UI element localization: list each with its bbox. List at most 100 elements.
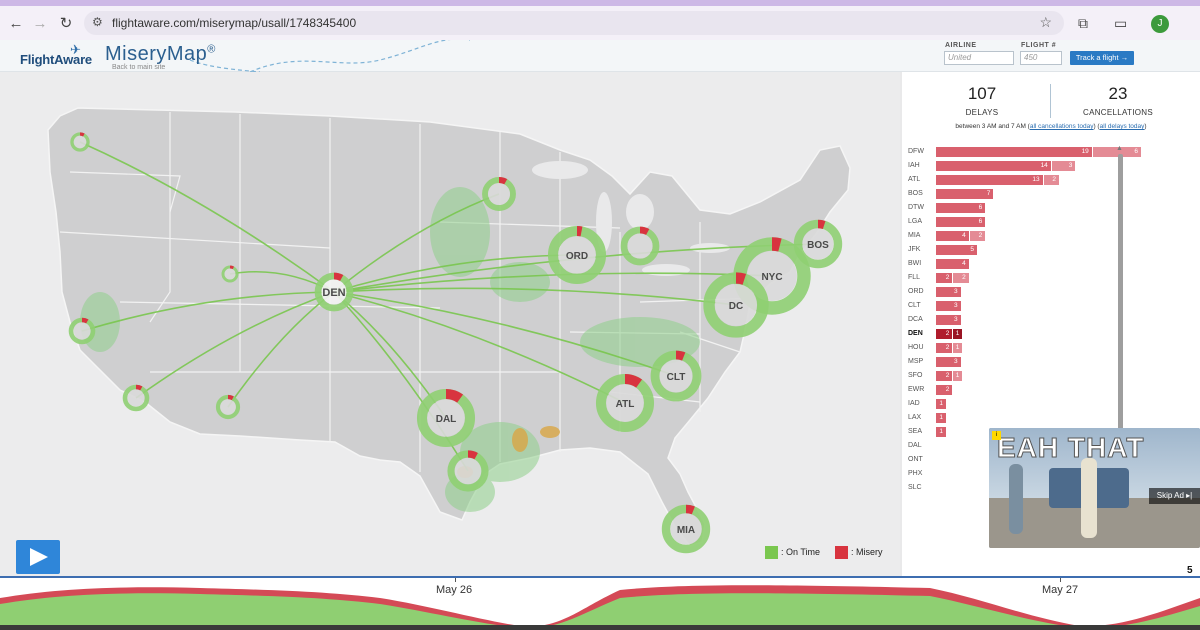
extensions-icon[interactable]: ⧉	[1078, 15, 1088, 31]
airport-bar-row[interactable]: ONT	[902, 454, 1112, 465]
cancel-bar[interactable]: 2	[1042, 175, 1059, 185]
airport-bar-row[interactable]: IAD 1	[902, 398, 1112, 409]
delay-bar[interactable]: 1	[936, 413, 946, 423]
airport-bar-row[interactable]: ORD 3	[902, 286, 1112, 297]
hub-donut[interactable]: DAL	[416, 388, 476, 448]
cancel-bar[interactable]: 1	[952, 343, 963, 353]
airport-bar-row[interactable]: DCA 3	[902, 314, 1112, 325]
delay-bar[interactable]: 3	[936, 315, 961, 325]
airport-bar-row[interactable]: JFK 5	[902, 244, 1112, 255]
hub-donut[interactable]	[122, 384, 150, 412]
delay-bar[interactable]: 2	[936, 385, 953, 395]
hub-donut[interactable]	[68, 317, 96, 345]
hub-donut[interactable]	[482, 177, 516, 211]
play-button[interactable]	[16, 540, 60, 574]
address-bar[interactable]: ⚙ flightaware.com/miserymap/usall/174834…	[84, 11, 1064, 35]
cancel-bar[interactable]: 6	[1091, 147, 1141, 157]
misery-arc	[685, 504, 695, 515]
hub-donut[interactable]: DEN	[314, 272, 354, 312]
airport-bar-row[interactable]: DFW 19 6	[902, 146, 1141, 157]
flight-number-input[interactable]: 450	[1020, 51, 1062, 65]
hub-donut[interactable]	[620, 226, 660, 266]
delay-bar[interactable]: 1	[936, 399, 946, 409]
cast-icon[interactable]: ▭	[1114, 15, 1128, 31]
hub-donut[interactable]	[221, 265, 239, 283]
flightaware-logo[interactable]: FlightAware	[20, 52, 92, 67]
hub-donut[interactable]: MIA	[661, 504, 711, 554]
delay-bar[interactable]: 14	[936, 161, 1051, 171]
all-delays-link[interactable]: all delays today	[1099, 123, 1145, 130]
cancel-bar[interactable]: 2	[952, 273, 969, 283]
airport-bar-row[interactable]: SFO 2 1	[902, 370, 1112, 381]
bookmark-star-icon[interactable]: ☆	[1039, 14, 1052, 30]
video-ad[interactable]: EAH THAT i Skip Ad ▸|	[989, 428, 1200, 548]
bar-list-scrollbar[interactable]	[1118, 154, 1123, 434]
airport-bar-row[interactable]: FLL 2 2	[902, 272, 1112, 283]
site-info-icon[interactable]: ⚙	[92, 15, 103, 29]
hub-code-label: DAL	[436, 414, 457, 425]
airport-bar-row[interactable]: EWR 2	[902, 384, 1112, 395]
misery-map[interactable]: DEN ORD NYC BOS DC CLT ATL DAL MIA	[0, 72, 900, 576]
forward-arrow-icon[interactable]: →	[32, 15, 48, 32]
url-text[interactable]: flightaware.com/miserymap/usall/17483454…	[112, 16, 357, 30]
airport-bar-row[interactable]: CLT 3	[902, 300, 1112, 311]
airport-bar-row[interactable]: LAX 1	[902, 412, 1112, 423]
cancel-bar[interactable]: 1	[952, 329, 963, 339]
hub-center	[714, 283, 758, 327]
airport-bar-row[interactable]: IAH 14 3	[902, 160, 1112, 171]
timeline[interactable]: May 26 May 27	[0, 576, 1200, 630]
delay-bar[interactable]: 5	[936, 245, 977, 255]
cancel-bar[interactable]: 3	[1050, 161, 1076, 171]
airport-bar-row[interactable]: SLC	[902, 482, 1112, 493]
delay-bar[interactable]: 2	[936, 343, 953, 353]
delay-bar[interactable]: 19	[936, 147, 1092, 157]
hub-donut[interactable]	[447, 450, 489, 492]
delay-bar[interactable]: 13	[936, 175, 1043, 185]
ad-info-icon[interactable]: i	[992, 431, 1001, 440]
skip-ad-button[interactable]: Skip Ad ▸|	[1149, 488, 1200, 504]
airport-bar-row[interactable]: MIA 4 2	[902, 230, 1112, 241]
delay-bar[interactable]: 3	[936, 301, 961, 311]
delay-bar[interactable]: 4	[936, 259, 969, 269]
delay-bar[interactable]: 2	[936, 371, 953, 381]
hub-donut[interactable]: BOS	[793, 219, 843, 269]
airport-bar-row[interactable]: BWI 4	[902, 258, 1112, 269]
delay-bar[interactable]: 6	[936, 217, 986, 227]
airport-bar-row[interactable]: BOS 7	[902, 188, 1112, 199]
back-arrow-icon[interactable]: ←	[8, 15, 24, 32]
delay-bar[interactable]: 6	[936, 203, 986, 213]
back-to-main-link[interactable]: Back to main site	[112, 64, 166, 71]
hub-donut[interactable]: DC	[703, 272, 769, 338]
hub-donut[interactable]: CLT	[650, 350, 702, 402]
delay-bar[interactable]: 2	[936, 329, 953, 339]
reload-icon[interactable]: ↻	[59, 15, 73, 32]
all-cancellations-link[interactable]: all cancellations today	[1029, 123, 1094, 130]
delay-bar[interactable]: 3	[936, 357, 961, 367]
delay-bar[interactable]: 4	[936, 231, 969, 241]
track-flight-button[interactable]: Track a flight →	[1070, 51, 1134, 65]
misery-map-title: MiseryMap®	[105, 43, 216, 65]
hub-donut[interactable]: ORD	[547, 225, 607, 285]
airport-bar-row[interactable]: ATL 13 2	[902, 174, 1112, 185]
airport-bar-row[interactable]: HOU 2 1	[902, 342, 1112, 353]
delay-bar[interactable]: 2	[936, 273, 953, 283]
delay-bar[interactable]: 7	[936, 189, 994, 199]
delay-bar[interactable]: 1	[936, 427, 946, 437]
cancel-bar[interactable]: 2	[968, 231, 986, 241]
airport-bar-row[interactable]: SEA 1	[902, 426, 1112, 437]
hub-center	[802, 228, 834, 260]
airport-bar-row[interactable]: DTW 6	[902, 202, 1112, 213]
delay-bar[interactable]: 3	[936, 287, 961, 297]
airport-bar-row[interactable]: DEN 2 1	[902, 328, 1112, 339]
airport-bar-row[interactable]: LGA 6	[902, 216, 1112, 227]
airport-bar-row[interactable]: DAL	[902, 440, 1112, 451]
cancel-bar[interactable]: 1	[952, 371, 963, 381]
hub-donut[interactable]	[70, 132, 90, 152]
airport-bar-row[interactable]: MSP 3	[902, 356, 1112, 367]
airline-input[interactable]: United	[944, 51, 1014, 65]
scroll-up-icon[interactable]: ▲	[1116, 145, 1123, 152]
airport-bar-row[interactable]: PHX	[902, 468, 1112, 479]
hub-donut[interactable]: ATL	[595, 373, 655, 433]
hub-donut[interactable]	[215, 394, 241, 420]
profile-avatar[interactable]: J	[1151, 15, 1169, 33]
